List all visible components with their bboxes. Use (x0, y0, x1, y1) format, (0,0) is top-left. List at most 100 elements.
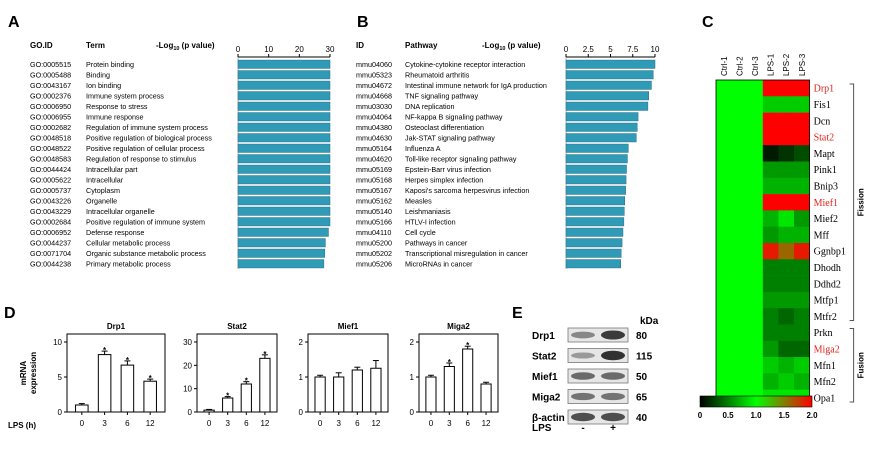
panel-label-c: C (702, 14, 714, 31)
kegg-row-term: MicroRNAs in cancer (405, 259, 473, 268)
heatmap-cell (762, 259, 779, 276)
mrna-subplot-title: Drp1 (107, 322, 126, 331)
go-row-id: GO:0006955 (30, 112, 71, 121)
heatmap-cell (716, 275, 732, 293)
go-row-term: Protein binding (86, 60, 134, 69)
blot-lps-label: LPS (532, 423, 552, 434)
heatmap-cell (747, 259, 764, 276)
go-enrichment-chart: 0 10 20 30 GO:0005515 Protein binding GO:00054… (30, 45, 335, 269)
heatmap-row-label: Mief1 (814, 198, 838, 209)
kegg-row-term: Measles (405, 196, 432, 205)
mrna-significance-mark: * (149, 374, 153, 383)
heatmap-cell (762, 177, 779, 195)
mrna-ylabel-line2: expression (29, 352, 38, 394)
mrna-significance-mark: * (245, 377, 249, 386)
heatmap-cell (778, 112, 795, 130)
kegg-bar (565, 238, 623, 248)
kegg-row-term: Influenza A (405, 144, 441, 153)
go-id-header: GO.ID (30, 41, 53, 50)
go-bar (237, 143, 331, 153)
heatmap-cell (794, 259, 810, 276)
blot-lane-label: - (581, 423, 584, 434)
mrna-ylabel-line1: mRNA (19, 361, 28, 386)
heatmap-cell (778, 243, 795, 260)
go-row-id: GO:0043226 (30, 196, 71, 205)
blot-kda-label: 40 (636, 413, 648, 424)
heatmap-column-label: Ctrl-2 (735, 56, 744, 76)
mrna-subplot-title: Mief1 (338, 322, 359, 331)
go-row-id: GO:0005488 (30, 70, 71, 79)
heatmap-cell (794, 80, 810, 97)
heatmap-cell (778, 210, 795, 227)
blot-lane-label: + (610, 423, 616, 434)
heatmap-cell (731, 128, 748, 146)
heatmap-cell (794, 324, 810, 342)
heatmap-row-label: Drp1 (814, 84, 835, 95)
blot-band (571, 412, 595, 422)
heatmap-cell (747, 291, 764, 309)
go-row-id: GO:0048518 (30, 133, 71, 142)
kegg-row-term: TNF signaling pathway (405, 91, 479, 100)
heatmap-cell (716, 128, 732, 146)
go-bar (237, 206, 331, 216)
go-row-term: Response to stress (86, 102, 148, 111)
heatmap-cell (778, 259, 795, 276)
heatmap-group-label: Fission (857, 188, 866, 216)
kegg-bar (565, 217, 625, 227)
mrna-xtick-label: 3 (336, 419, 341, 428)
heatmap-cell (778, 161, 795, 179)
mrna-significance-mark: * (263, 350, 267, 359)
heatmap-cell (747, 340, 764, 358)
mrna-subplot-title: Stat2 (227, 322, 247, 331)
go-row-term: Ion binding (86, 81, 121, 90)
blot-band (601, 330, 625, 340)
kegg-row-id: mmu05164 (356, 144, 392, 153)
mrna-bar (120, 364, 135, 413)
mrna-xtick-label: 6 (465, 419, 470, 428)
mrna-bar (314, 376, 326, 413)
kegg-tick-label: 0 (564, 45, 569, 54)
blot-kda-label: 65 (636, 393, 648, 404)
go-row-id: GO:0044238 (30, 259, 71, 268)
heatmap-scale-tick: 0 (698, 411, 703, 420)
heatmap-cell (716, 177, 732, 195)
mrna-xlabel: LPS (h) (8, 421, 36, 430)
kegg-bar (565, 154, 628, 164)
kegg-row-term: Epstein-Barr virus infection (405, 165, 491, 174)
heatmap-scale-tick: 2.0 (806, 411, 818, 420)
heatmap-cell (762, 243, 779, 260)
heatmap-cell (794, 194, 810, 211)
go-row-id: GO:0048583 (30, 154, 71, 163)
mrna-significance-mark: * (466, 341, 470, 350)
panel-label-b: B (357, 14, 369, 31)
heatmap-cell (778, 80, 795, 97)
heatmap-cell (778, 357, 795, 374)
heatmap-cell (731, 243, 748, 260)
go-axis-title: -Log10 (p value) (156, 41, 215, 52)
heatmap-cell (731, 145, 748, 162)
mrna-xtick-label: 12 (482, 419, 491, 428)
heatmap-cell (731, 112, 748, 130)
go-row-id: GO:0043229 (30, 207, 71, 216)
mrna-ytick-label: 10 (183, 385, 192, 394)
go-bar (237, 259, 325, 269)
heatmap-cell (794, 177, 810, 195)
mrna-ytick-label: 2 (410, 338, 415, 347)
heatmap-cell (747, 177, 764, 195)
go-row-term: Organelle (86, 196, 117, 205)
heatmap-cell (747, 210, 764, 227)
heatmap-cell (747, 194, 764, 211)
kegg-axis-title-post: (p value) (505, 41, 540, 50)
heatmap-cell (731, 373, 748, 390)
heatmap-cell (731, 194, 748, 211)
kegg-tick-label: 5 (608, 45, 613, 54)
heatmap-column-label: LPS-2 (782, 53, 791, 76)
go-row-id: GO:0002682 (30, 123, 71, 132)
heatmap-cell (731, 324, 748, 342)
go-bar (237, 248, 326, 258)
heatmap-cell (716, 243, 732, 260)
mrna-subplot-frame (66, 333, 166, 413)
kegg-bar (565, 143, 629, 153)
go-row-term: Positive regulation of biological proces… (86, 133, 212, 142)
